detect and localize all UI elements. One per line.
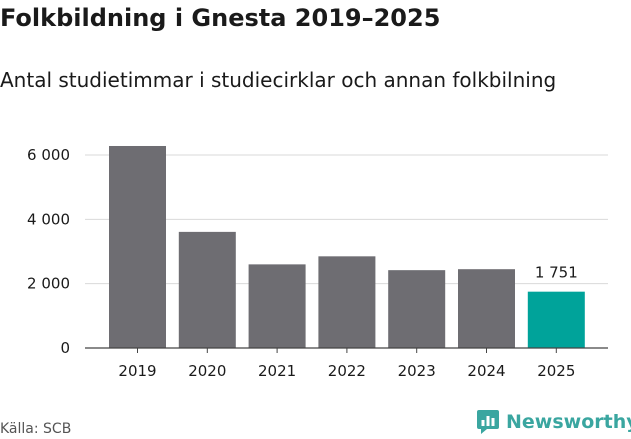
chart-subtitle: Antal studietimmar i studiecirklar och a… <box>0 68 557 92</box>
x-tick-label: 2022 <box>328 362 366 380</box>
x-tick-label: 2021 <box>258 362 296 380</box>
bar-2022 <box>318 256 376 348</box>
bar-2020 <box>178 231 236 348</box>
x-tick-label: 2019 <box>118 362 156 380</box>
chart-title: Folkbildning i Gnesta 2019–2025 <box>0 4 441 32</box>
source-note: Källa: SCB <box>0 421 72 437</box>
bar-chart: 0 2 000 4 000 6 000 2019 2020 2021 2022 2023 2024… <box>27 145 608 380</box>
x-tick-label: 2024 <box>467 362 505 380</box>
x-tick-label: 2023 <box>398 362 436 380</box>
x-tick-label: 2020 <box>188 362 226 380</box>
bar-2025 <box>527 291 585 348</box>
y-tick-label: 6 000 <box>27 146 70 164</box>
bar-2019 <box>109 145 166 348</box>
y-tick-label: 2 000 <box>27 275 70 293</box>
x-tick-label: 2025 <box>537 362 575 380</box>
brand-name: Newsworthy <box>506 411 631 433</box>
bar-2024 <box>458 269 515 348</box>
bar-2023 <box>388 270 446 348</box>
y-tick-label: 0 <box>60 339 70 357</box>
bar-2021 <box>248 264 306 348</box>
y-tick-label: 4 000 <box>27 210 70 228</box>
newsworthy-logo-icon <box>477 410 499 434</box>
brand-logo: Newsworthy <box>476 409 631 435</box>
data-label: 1 751 <box>535 264 578 282</box>
